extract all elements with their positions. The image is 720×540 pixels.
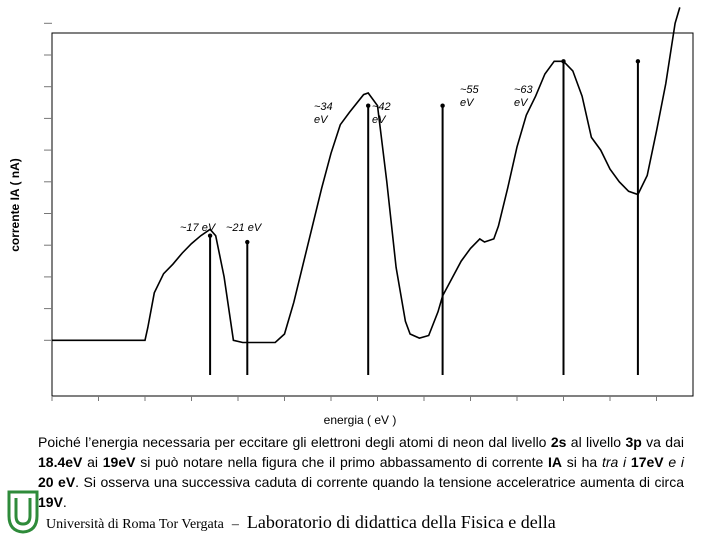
marker-dot [635, 59, 641, 64]
marker-label: ~55 eV [460, 84, 479, 109]
marker-dot [366, 103, 371, 108]
current-curve [52, 7, 681, 344]
university-logo [7, 490, 39, 534]
chart [44, 7, 694, 401]
y-axis-title: corrente IA ( nA) [8, 150, 22, 260]
y-tick-marks [44, 22, 52, 341]
marker-label: ~21 eV [226, 222, 262, 234]
current-line [52, 7, 681, 344]
marker-dot [440, 103, 445, 108]
x-tick-marks [51, 396, 657, 401]
marker-label: ~17 eV [180, 222, 216, 234]
marker-dot [207, 233, 213, 238]
marker-dot [561, 59, 566, 64]
marker-label: ~34 eV [314, 101, 333, 126]
marker-dot [245, 239, 250, 245]
marker-label: ~63 eV [514, 84, 533, 109]
y-axis-label: corrente IA ( nA) [8, 158, 22, 252]
caption: Poiché l’energia necessaria per eccitare… [38, 434, 684, 510]
marker-label: ~42 eV [372, 101, 391, 126]
lab-name: Laboratorio di didattica della Fisica e … [246, 512, 556, 532]
footer: Università di Roma Tor Vergata – Laborator… [46, 512, 556, 533]
energy-markers [207, 59, 641, 375]
plot-frame [51, 32, 694, 397]
university-name: Università di Roma Tor Vergata [46, 517, 224, 532]
footer-separator: – [231, 517, 239, 532]
x-axis-label: energia ( eV ) [323, 413, 397, 427]
